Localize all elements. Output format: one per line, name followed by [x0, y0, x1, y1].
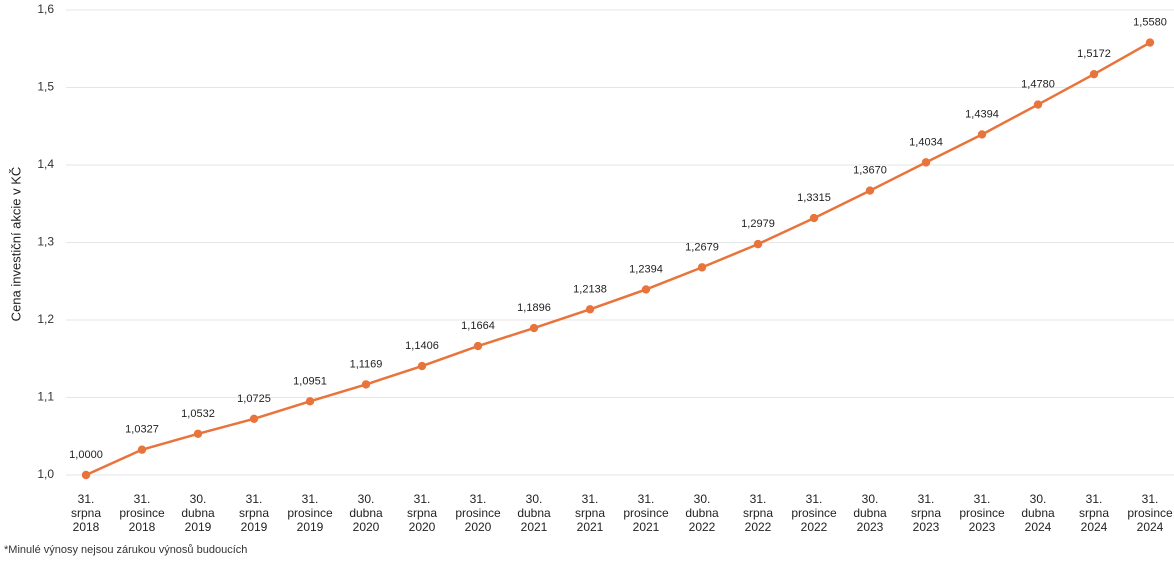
y-tick-label: 1,2	[37, 312, 54, 326]
y-tick-label: 1,6	[37, 2, 54, 16]
data-label: 1,1896	[517, 302, 551, 314]
data-label: 1,2138	[573, 283, 607, 295]
data-label: 1,3670	[853, 165, 887, 177]
data-label: 1,2394	[629, 263, 663, 275]
data-point	[641, 285, 651, 294]
data-point	[249, 414, 259, 424]
x-tick-label: 30. dubna 2019	[181, 492, 215, 534]
data-label: 1,2679	[685, 241, 719, 253]
data-label: 1,5172	[1077, 48, 1111, 60]
x-tick-label: 31. prosince 2024	[1127, 492, 1173, 534]
data-label: 1,2979	[741, 218, 775, 230]
data-label: 1,1406	[405, 340, 439, 352]
data-point	[1033, 100, 1043, 109]
y-tick-label: 1,0	[37, 467, 54, 481]
data-label: 1,4394	[965, 108, 999, 120]
x-tick-label: 31. srpna 2021	[575, 492, 605, 534]
y-axis: Cena investiční akcie v KČ	[8, 167, 23, 322]
data-label: 1,0532	[181, 408, 215, 420]
gridlines	[66, 9, 1174, 476]
x-tick-label: 31. prosince 2023	[959, 492, 1005, 534]
data-label: 1,4780	[1021, 79, 1055, 91]
x-tick-label: 30. dubna 2023	[853, 492, 887, 534]
y-tick-label: 1,4	[37, 157, 54, 171]
data-label: 1,1664	[461, 320, 495, 332]
data-label: 1,3315	[797, 192, 831, 204]
data-point	[193, 429, 203, 438]
x-tick-label: 31. prosince 2022	[791, 492, 837, 534]
x-tick-label: 30. dubna 2024	[1021, 492, 1055, 534]
y-tick-label: 1,5	[37, 80, 54, 94]
x-tick-label: 30. dubna 2020	[349, 492, 383, 534]
x-tick-label: 31. srpna 2019	[239, 492, 269, 534]
footnote: *Minulé výnosy nejsou zárukou výnosů bud…	[4, 544, 248, 556]
x-tick-label: 31. srpna 2024	[1079, 492, 1109, 534]
data-point	[473, 341, 483, 351]
x-tick-label: 31. srpna 2023	[911, 492, 941, 534]
x-axis-ticks: 31. srpna 2018 31. prosince 2018 30. dubna 2019 3…	[71, 492, 1173, 534]
data-point	[697, 263, 707, 272]
data-label: 1,0000	[69, 449, 103, 461]
data-point	[809, 213, 819, 223]
data-point	[137, 445, 147, 454]
data-label: 1,5580	[1133, 17, 1167, 29]
x-tick-label: 31. prosince 2021	[623, 492, 669, 534]
data-point	[753, 239, 763, 249]
y-tick-label: 1,1	[37, 390, 54, 404]
x-tick-label: 31. prosince 2020	[455, 492, 501, 534]
x-tick-label: 31. srpna 2020	[407, 492, 437, 534]
data-point	[585, 305, 595, 314]
data-point	[361, 380, 371, 389]
y-axis-ticks: 1,0 1,1 1,2 1,3 1,4 1,5 1,6	[37, 2, 54, 481]
x-tick-label: 31. prosince 2018	[119, 492, 165, 534]
data-label: 1,1169	[350, 358, 383, 370]
x-tick-label: 31. srpna 2018	[71, 492, 101, 534]
data-point	[305, 397, 315, 406]
x-tick-label: 30. dubna 2021	[517, 492, 551, 534]
y-axis-label: Cena investiční akcie v KČ	[8, 167, 23, 322]
series-line-layer	[84, 41, 1152, 477]
data-point	[977, 130, 987, 139]
data-point	[865, 186, 875, 195]
data-label: 1,0327	[125, 424, 159, 436]
data-label: 1,0951	[293, 375, 327, 387]
y-tick-label: 1,3	[37, 235, 54, 249]
data-labels: 1,0000 1,0327 1,0532 1,0725 1,0951 1,1169 1,14…	[69, 17, 1167, 461]
data-points	[81, 38, 1155, 480]
x-tick-label: 31. srpna 2022	[743, 492, 773, 534]
x-tick-label: 30. dubna 2022	[685, 492, 719, 534]
data-label: 1,0725	[237, 393, 271, 405]
data-point	[1089, 69, 1099, 79]
x-tick-label: 31. prosince 2019	[287, 492, 333, 534]
data-point	[81, 470, 91, 480]
series-line	[84, 41, 1152, 477]
data-point	[1145, 38, 1155, 47]
data-point	[417, 361, 427, 371]
data-point	[529, 323, 539, 333]
data-point	[921, 158, 931, 167]
data-label: 1,4034	[909, 136, 943, 148]
